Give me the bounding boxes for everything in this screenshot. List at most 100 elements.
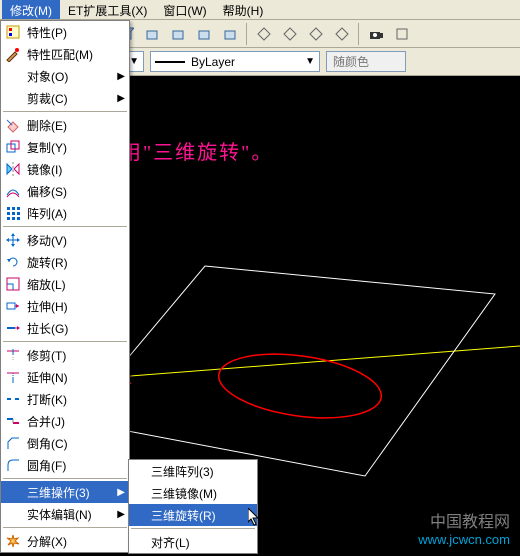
menu-modify[interactable]: 修改(M): [2, 0, 60, 19]
menu-item-label: 镜像(I): [27, 161, 125, 178]
menu-item[interactable]: 三维操作(3) ▶: [1, 481, 129, 503]
blank-icon: [3, 89, 23, 107]
menu-item[interactable]: 剪裁(C)▶: [1, 87, 129, 109]
menu-item-label: 修剪(T): [27, 347, 125, 364]
menu-item-label: 合并(J): [27, 413, 125, 430]
menu-item[interactable]: 特性(P): [1, 21, 129, 43]
menu-item[interactable]: 圆角(F): [1, 454, 129, 476]
toolbar-separator: [246, 23, 248, 45]
menu-item[interactable]: 拉长(G): [1, 317, 129, 339]
menu-item[interactable]: 拉伸(H): [1, 295, 129, 317]
menu-item-label: 实体编辑(N): [27, 506, 113, 523]
menu-item-label: 打断(K): [27, 391, 125, 408]
tb-box-icon[interactable]: [192, 22, 216, 46]
scale-icon: [3, 275, 23, 293]
blank-icon: [3, 67, 23, 85]
menu-separator: [3, 527, 127, 528]
tb-view-icon[interactable]: [278, 22, 302, 46]
menu-item-label: 剪裁(C): [27, 90, 113, 107]
menu-item-label: 拉长(G): [27, 320, 125, 337]
menu-item[interactable]: 倒角(C): [1, 432, 129, 454]
menu-item[interactable]: 特性匹配(M): [1, 43, 129, 65]
menu-item-label: 三维镜像(M): [151, 485, 253, 502]
linetype-dropdown[interactable]: ByLayer ▼: [150, 51, 320, 72]
trim-icon: [3, 346, 23, 364]
menu-item[interactable]: 复制(Y): [1, 136, 129, 158]
menu-item-label: 删除(E): [27, 117, 125, 134]
menu-separator: [131, 528, 255, 529]
toolbar-separator: [358, 23, 360, 45]
menubar: 修改(M) ET扩展工具(X) 窗口(W) 帮助(H): [0, 0, 520, 20]
menu-item[interactable]: 对象(O) ▶: [1, 65, 129, 87]
watermark-line2: www.jcwcn.com: [418, 532, 510, 547]
chevron-down-icon: ▼: [305, 56, 315, 67]
match-icon: [3, 45, 23, 63]
submenu-arrow-icon: ▶: [117, 487, 125, 498]
menu-item[interactable]: 合并(J): [1, 410, 129, 432]
tb-box-icon[interactable]: [166, 22, 190, 46]
menu-item-label: 复制(Y): [27, 139, 125, 156]
menu-item-label: 旋转(R): [27, 254, 125, 271]
menu-item[interactable]: 分解(X): [1, 530, 129, 552]
linetype-preview: [155, 61, 185, 63]
rotate-icon: [3, 253, 23, 271]
menu-item[interactable]: 移动(V): [1, 229, 129, 251]
join-icon: [3, 412, 23, 430]
menu-separator: [3, 111, 127, 112]
erase-icon: [3, 116, 23, 134]
menu-item-label: 圆角(F): [27, 457, 125, 474]
menu-item[interactable]: 修剪(T): [1, 344, 129, 366]
chamfer-icon: [3, 434, 23, 452]
menu-help[interactable]: 帮助(H): [215, 0, 272, 19]
menu-item[interactable]: 缩放(L): [1, 273, 129, 295]
submenu-3d-operations: 三维阵列(3) 三维镜像(M) 三维旋转(R) 对齐(L): [128, 459, 258, 554]
menu-separator: [3, 226, 127, 227]
menu-item[interactable]: 旋转(R): [1, 251, 129, 273]
fillet-icon: [3, 456, 23, 474]
submenu-arrow-icon: ▶: [117, 509, 125, 520]
menu-item-label: 三维阵列(3): [151, 463, 253, 480]
submenu-item[interactable]: 对齐(L): [129, 531, 257, 553]
tb-box-icon[interactable]: [218, 22, 242, 46]
stretch-icon: [3, 297, 23, 315]
menu-item-label: 三维旋转(R): [151, 507, 253, 524]
menu-item-label: 拉伸(H): [27, 298, 125, 315]
tb-btn[interactable]: [390, 22, 414, 46]
submenu-arrow-icon: ▶: [117, 71, 125, 82]
menu-item-label: 对象(O): [27, 68, 113, 85]
menu-item[interactable]: 镜像(I): [1, 158, 129, 180]
submenu-item[interactable]: 三维旋转(R): [129, 504, 257, 526]
chevron-down-icon: ▼: [129, 56, 139, 67]
menu-item-label: 缩放(L): [27, 276, 125, 293]
menu-item-label: 阵列(A): [27, 205, 125, 222]
menu-item-label: 特性匹配(M): [27, 46, 125, 63]
array-icon: [3, 204, 23, 222]
menu-window[interactable]: 窗口(W): [155, 0, 214, 19]
submenu-item[interactable]: 三维阵列(3): [129, 460, 257, 482]
menu-item-label: 分解(X): [27, 533, 125, 550]
menu-item[interactable]: 打断(K): [1, 388, 129, 410]
menu-item-label: 倒角(C): [27, 435, 125, 452]
properties-icon: [3, 23, 23, 41]
tb-view-icon[interactable]: [304, 22, 328, 46]
menu-separator: [3, 478, 127, 479]
menu-et-tools[interactable]: ET扩展工具(X): [60, 0, 155, 19]
blank-icon: [3, 505, 23, 523]
tb-camera-icon[interactable]: [364, 22, 388, 46]
tb-view-icon[interactable]: [330, 22, 354, 46]
watermark: 中国教程网 www.jcwcn.com: [418, 508, 510, 547]
menu-item[interactable]: 删除(E): [1, 114, 129, 136]
submenu-item[interactable]: 三维镜像(M): [129, 482, 257, 504]
plot-style-dropdown[interactable]: 随颜色: [326, 51, 406, 72]
menu-item[interactable]: 延伸(N): [1, 366, 129, 388]
mirror-icon: [3, 160, 23, 178]
menu-item[interactable]: 阵列(A): [1, 202, 129, 224]
menu-item[interactable]: 实体编辑(N) ▶: [1, 503, 129, 525]
tb-box-icon[interactable]: [140, 22, 164, 46]
break-icon: [3, 390, 23, 408]
tb-view-icon[interactable]: [252, 22, 276, 46]
extend-icon: [3, 368, 23, 386]
menu-item-label: 特性(P): [27, 24, 125, 41]
menu-item-label: 三维操作(3): [27, 484, 113, 501]
menu-item[interactable]: 偏移(S): [1, 180, 129, 202]
